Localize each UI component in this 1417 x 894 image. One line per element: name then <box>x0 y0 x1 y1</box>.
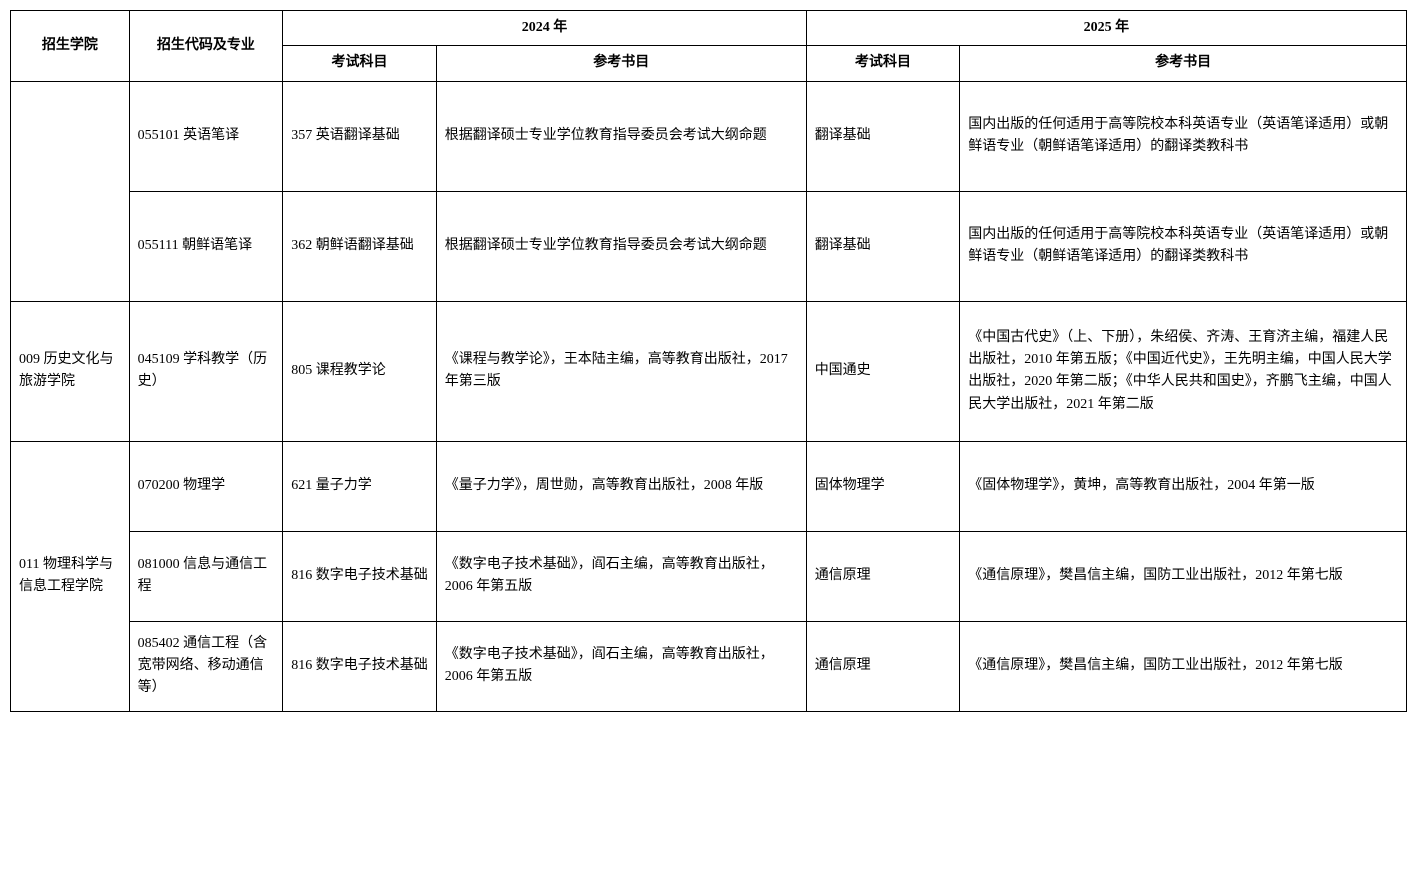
header-reference-2025: 参考书目 <box>960 46 1407 81</box>
subject-2024-cell: 805 课程教学论 <box>283 301 437 441</box>
college-cell: 009 历史文化与旅游学院 <box>11 301 130 441</box>
admissions-table: 招生学院 招生代码及专业 2024 年 2025 年 考试科目 参考书目 考试科… <box>10 10 1407 712</box>
table-row: 011 物理科学与信息工程学院 070200 物理学 621 量子力学 《量子力… <box>11 441 1407 531</box>
table-row: 085402 通信工程（含宽带网络、移动通信等） 816 数字电子技术基础 《数… <box>11 621 1407 711</box>
ref-2025-cell: 国内出版的任何适用于高等院校本科英语专业（英语笔译适用）或朝鲜语专业（朝鲜语笔译… <box>960 191 1407 301</box>
ref-2024-cell: 《数字电子技术基础》，阎石主编，高等教育出版社，2006 年第五版 <box>436 621 806 711</box>
ref-2024-cell: 根据翻译硕士专业学位教育指导委员会考试大纲命题 <box>436 191 806 301</box>
subject-2025-cell: 固体物理学 <box>806 441 960 531</box>
subject-2024-cell: 816 数字电子技术基础 <box>283 621 437 711</box>
table-row: 009 历史文化与旅游学院 045109 学科教学（历史） 805 课程教学论 … <box>11 301 1407 441</box>
header-reference-2024: 参考书目 <box>436 46 806 81</box>
ref-2024-cell: 根据翻译硕士专业学位教育指导委员会考试大纲命题 <box>436 81 806 191</box>
subject-2025-cell: 翻译基础 <box>806 81 960 191</box>
subject-2025-cell: 通信原理 <box>806 621 960 711</box>
ref-2024-cell: 《量子力学》，周世勋，高等教育出版社，2008 年版 <box>436 441 806 531</box>
table-row: 055101 英语笔译 357 英语翻译基础 根据翻译硕士专业学位教育指导委员会… <box>11 81 1407 191</box>
ref-2025-cell: 《中国古代史》（上、下册），朱绍侯、齐涛、王育济主编，福建人民出版社，2010 … <box>960 301 1407 441</box>
subject-2025-cell: 中国通史 <box>806 301 960 441</box>
ref-2025-cell: 《固体物理学》，黄坤，高等教育出版社，2004 年第一版 <box>960 441 1407 531</box>
header-exam-subject-2024: 考试科目 <box>283 46 437 81</box>
subject-2025-cell: 通信原理 <box>806 531 960 621</box>
header-college: 招生学院 <box>11 11 130 82</box>
college-cell <box>11 81 130 301</box>
header-row-1: 招生学院 招生代码及专业 2024 年 2025 年 <box>11 11 1407 46</box>
subject-2024-cell: 621 量子力学 <box>283 441 437 531</box>
code-cell: 055101 英语笔译 <box>129 81 283 191</box>
ref-2025-cell: 《通信原理》，樊昌信主编，国防工业出版社，2012 年第七版 <box>960 621 1407 711</box>
code-cell: 045109 学科教学（历史） <box>129 301 283 441</box>
code-cell: 070200 物理学 <box>129 441 283 531</box>
table-row: 055111 朝鲜语笔译 362 朝鲜语翻译基础 根据翻译硕士专业学位教育指导委… <box>11 191 1407 301</box>
ref-2025-cell: 《通信原理》，樊昌信主编，国防工业出版社，2012 年第七版 <box>960 531 1407 621</box>
header-year-2024: 2024 年 <box>283 11 806 46</box>
college-cell: 011 物理科学与信息工程学院 <box>11 441 130 711</box>
header-code-major: 招生代码及专业 <box>129 11 283 82</box>
header-exam-subject-2025: 考试科目 <box>806 46 960 81</box>
table-row: 081000 信息与通信工程 816 数字电子技术基础 《数字电子技术基础》，阎… <box>11 531 1407 621</box>
subject-2024-cell: 357 英语翻译基础 <box>283 81 437 191</box>
code-cell: 055111 朝鲜语笔译 <box>129 191 283 301</box>
subject-2025-cell: 翻译基础 <box>806 191 960 301</box>
subject-2024-cell: 362 朝鲜语翻译基础 <box>283 191 437 301</box>
code-cell: 081000 信息与通信工程 <box>129 531 283 621</box>
code-cell: 085402 通信工程（含宽带网络、移动通信等） <box>129 621 283 711</box>
subject-2024-cell: 816 数字电子技术基础 <box>283 531 437 621</box>
header-year-2025: 2025 年 <box>806 11 1406 46</box>
ref-2024-cell: 《课程与教学论》，王本陆主编，高等教育出版社，2017 年第三版 <box>436 301 806 441</box>
ref-2024-cell: 《数字电子技术基础》，阎石主编，高等教育出版社，2006 年第五版 <box>436 531 806 621</box>
ref-2025-cell: 国内出版的任何适用于高等院校本科英语专业（英语笔译适用）或朝鲜语专业（朝鲜语笔译… <box>960 81 1407 191</box>
